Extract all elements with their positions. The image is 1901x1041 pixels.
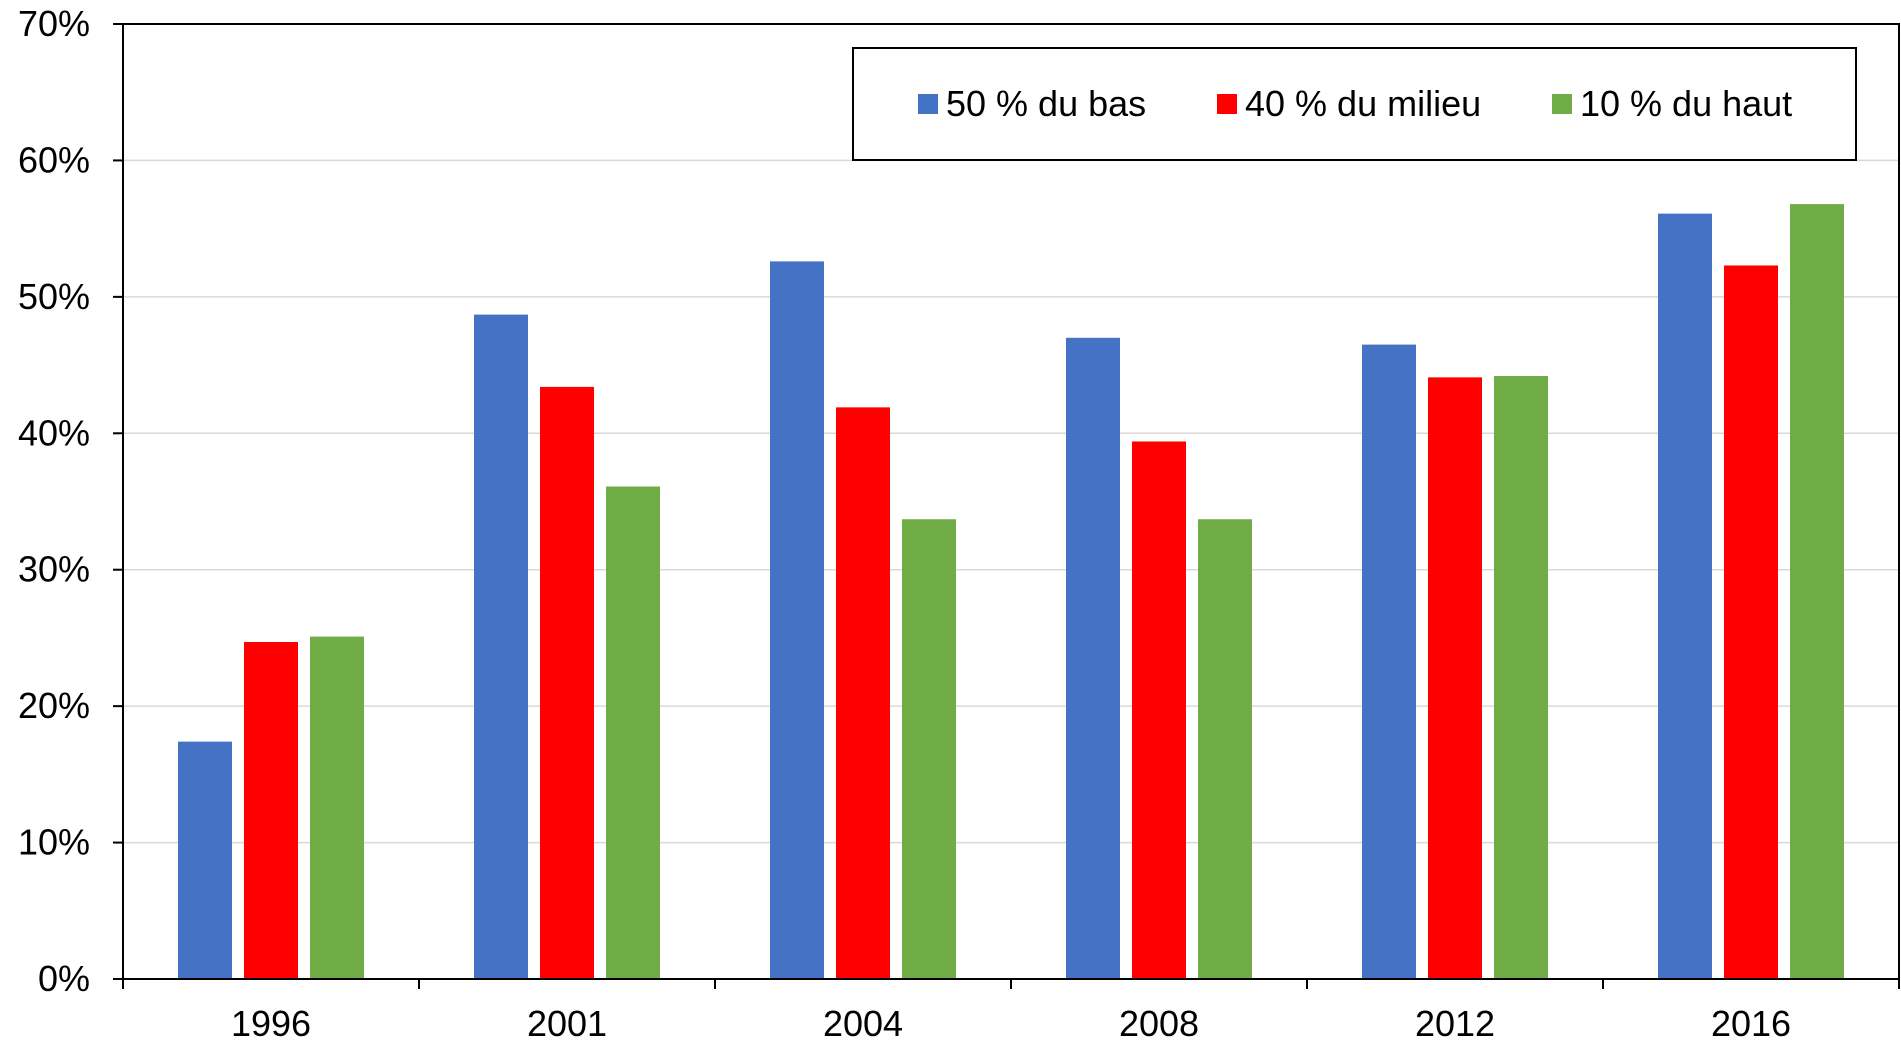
plot-frame — [122, 23, 1900, 980]
bar — [1724, 265, 1778, 979]
bar — [1198, 519, 1252, 979]
x-tick-label: 2008 — [1119, 1003, 1199, 1041]
bar — [1494, 375, 1548, 979]
bar — [1790, 204, 1844, 980]
y-tick-label: 40% — [18, 412, 90, 453]
legend-swatch — [1217, 94, 1237, 114]
bar — [310, 636, 364, 979]
bar — [178, 741, 232, 979]
legend-swatch — [1552, 94, 1572, 114]
gridlines — [123, 159, 1899, 844]
y-tick-label: 30% — [18, 549, 90, 590]
bar — [474, 314, 528, 979]
bar — [902, 519, 956, 979]
x-tick-label: 2001 — [527, 1003, 607, 1041]
x-tick-label: 2004 — [823, 1003, 903, 1041]
y-tick-label: 50% — [18, 276, 90, 317]
bar — [770, 261, 824, 979]
y-tick-label: 10% — [18, 822, 90, 863]
axes — [113, 23, 1900, 989]
bars — [178, 204, 1844, 980]
legend-label: 50 % du bas — [946, 83, 1146, 124]
bar — [606, 486, 660, 979]
x-tick-label: 1996 — [231, 1003, 311, 1041]
bar — [1428, 377, 1482, 980]
y-tick-label: 60% — [18, 139, 90, 180]
legend-label: 40 % du milieu — [1245, 83, 1481, 124]
legend-label: 10 % du haut — [1580, 83, 1792, 124]
x-tick-label: 2016 — [1711, 1003, 1791, 1041]
tick-labels: 0% 10% 20% 30% 40% 50% 60% 70% 1996 2001 2004 2008 2… — [18, 3, 1791, 1041]
legend-box — [852, 47, 1857, 161]
y-tick-label: 0% — [38, 958, 90, 999]
legend-swatch — [918, 94, 938, 114]
bar — [1066, 337, 1120, 979]
bar — [1132, 441, 1186, 979]
bar — [1362, 344, 1416, 979]
bar — [836, 407, 890, 980]
x-tick-label: 2012 — [1415, 1003, 1495, 1041]
y-tick-label: 20% — [18, 685, 90, 726]
bar — [244, 642, 298, 979]
legend: 50 % du bas 40 % du milieu 10 % du haut — [852, 47, 1857, 161]
bar — [1658, 213, 1712, 979]
y-tick-label: 70% — [18, 3, 90, 44]
bar — [540, 386, 594, 979]
